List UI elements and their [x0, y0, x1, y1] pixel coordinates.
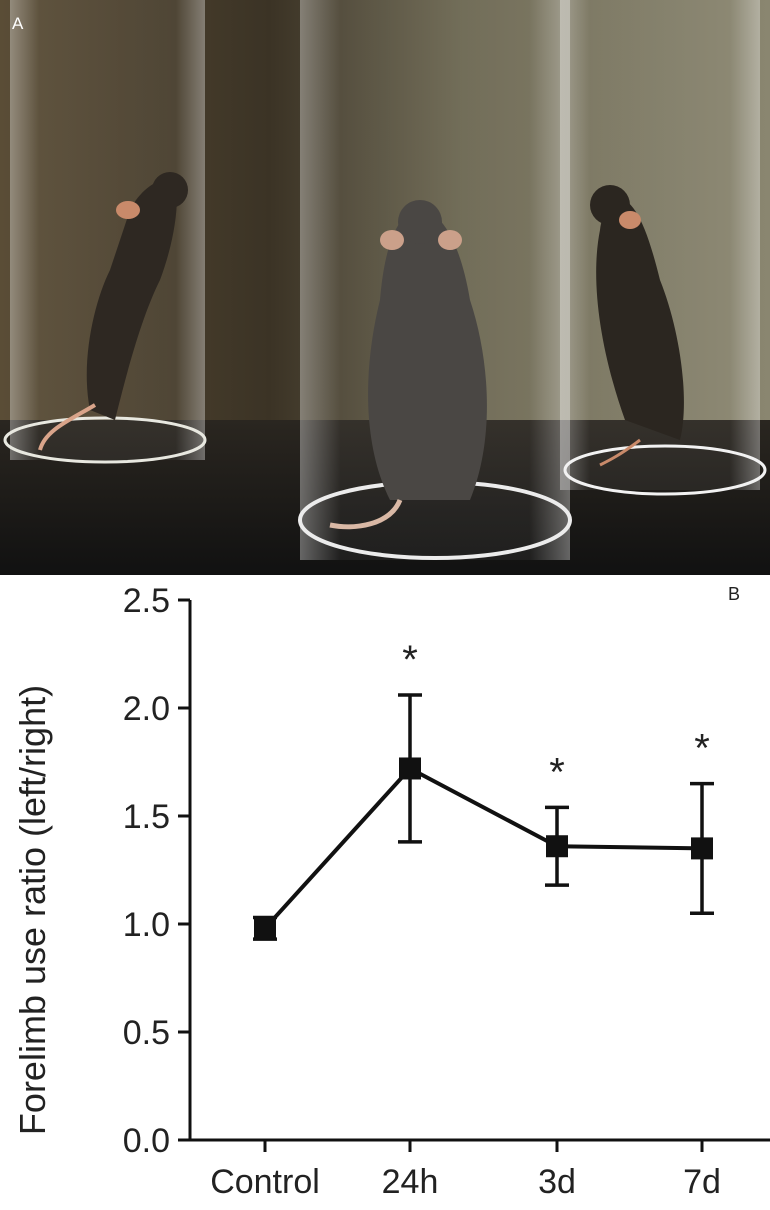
chart-marks: * * *: [253, 638, 714, 941]
data-point: [546, 835, 568, 858]
significance-marker: *: [694, 727, 710, 771]
y-tick-label: 2.0: [123, 690, 170, 728]
series-line: [263, 765, 703, 930]
y-axis-label: Forelimb use ratio (left/right): [12, 685, 53, 1135]
chart-panel: 0.0 0.5 1.0 1.5 2.0 2.5 Control 24h 3d 7d * * * For…: [0, 575, 770, 1210]
chart-svg: 0.0 0.5 1.0 1.5 2.0 2.5 Control 24h 3d 7d * * * For…: [12, 582, 770, 1201]
x-tick-label: Control: [210, 1163, 320, 1201]
panel-b-label: B: [728, 584, 740, 604]
significance-marker: *: [549, 750, 565, 794]
x-tick-label: 3d: [538, 1163, 576, 1201]
y-tick-label: 2.5: [123, 582, 170, 620]
data-point: [691, 837, 713, 860]
photo-panel: A: [0, 0, 770, 575]
data-point: [254, 917, 276, 940]
panel-a-label: A: [12, 14, 24, 33]
mouse-photo-image: [0, 0, 770, 575]
y-tick-label: 0.5: [123, 1014, 170, 1052]
x-tick-label: 7d: [683, 1163, 721, 1201]
x-tick-label: 24h: [382, 1163, 439, 1201]
chart-axes: 0.0 0.5 1.0 1.5 2.0 2.5 Control 24h 3d 7d: [123, 582, 770, 1201]
data-point: [399, 757, 421, 780]
y-tick-label: 0.0: [123, 1122, 170, 1160]
y-tick-label: 1.5: [123, 798, 170, 836]
significance-marker: *: [402, 638, 418, 682]
y-tick-label: 1.0: [123, 906, 170, 944]
